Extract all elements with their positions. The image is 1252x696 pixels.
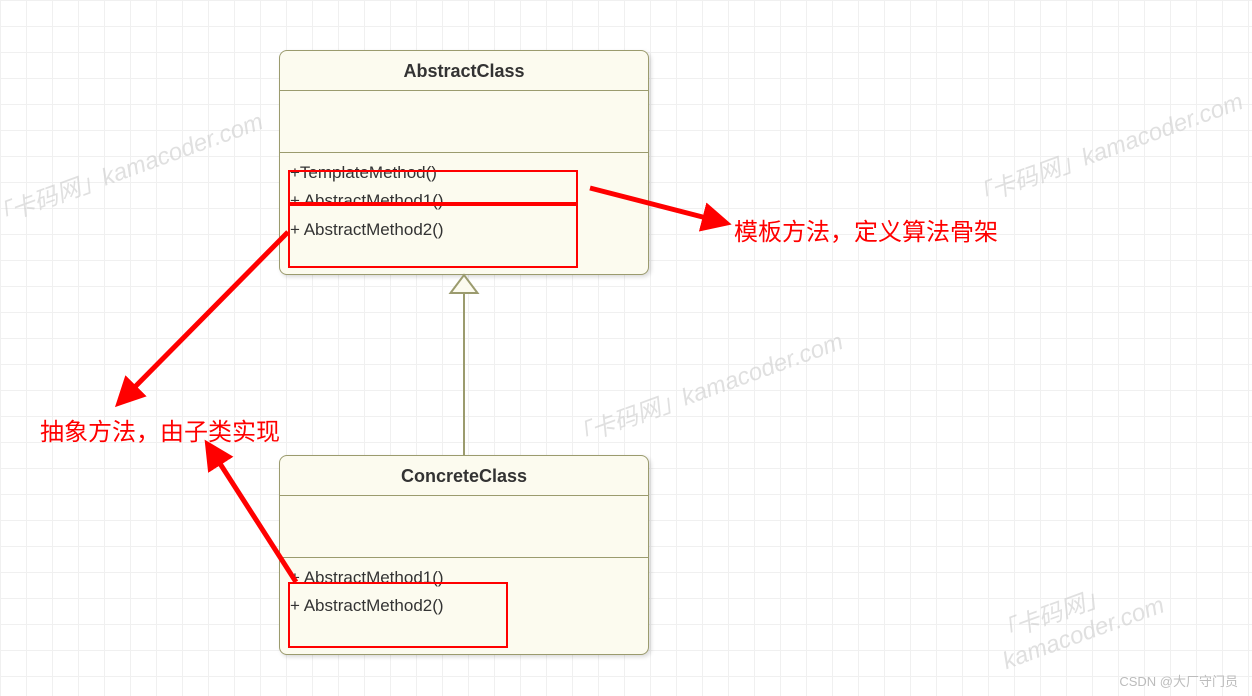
uml-title-abstract: AbstractClass — [280, 51, 648, 91]
abstract-method-0: +TemplateMethod() — [290, 159, 638, 187]
abstract-method-1: + AbstractMethod1() — [290, 187, 638, 215]
uml-attrs-concrete — [280, 496, 648, 558]
uml-class-abstract: AbstractClass +TemplateMethod() + Abstra… — [279, 50, 649, 275]
annotation-abstract-method: 抽象方法，由子类实现 — [40, 412, 280, 447]
abstract-method-2: + AbstractMethod2() — [290, 216, 638, 244]
uml-methods-abstract: +TemplateMethod() + AbstractMethod1() + … — [280, 153, 648, 250]
watermark-4: 「卡码网」kamacoder.com — [987, 527, 1252, 676]
footer-credit: CSDN @大厂守门员 — [1119, 671, 1238, 690]
uml-attrs-abstract — [280, 91, 648, 153]
watermark-1: 「卡码网」kamacoder.com — [0, 101, 267, 233]
concrete-method-1: + AbstractMethod2() — [290, 592, 638, 620]
watermark-2: 「卡码网」kamacoder.com — [563, 321, 847, 453]
uml-title-concrete: ConcreteClass — [280, 456, 648, 496]
annotation-template-method: 模板方法，定义算法骨架 — [734, 212, 998, 247]
uml-class-concrete: ConcreteClass + AbstractMethod1() + Abst… — [279, 455, 649, 655]
watermark-3: 「卡码网」kamacoder.com — [963, 81, 1247, 213]
concrete-method-0: + AbstractMethod1() — [290, 564, 638, 592]
uml-methods-concrete: + AbstractMethod1() + AbstractMethod2() — [280, 558, 648, 627]
